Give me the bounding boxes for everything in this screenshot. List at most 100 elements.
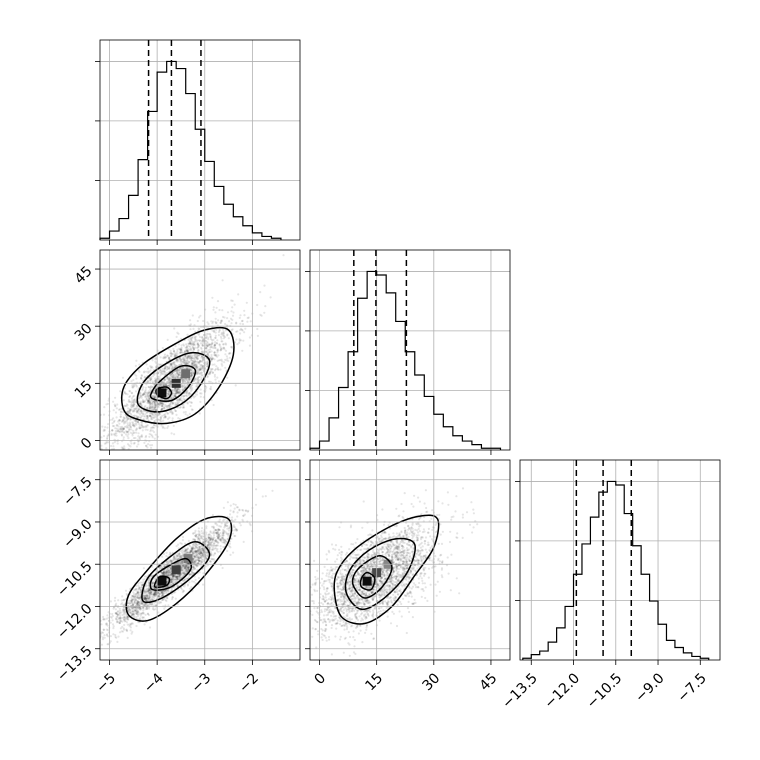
sample-point <box>140 396 143 399</box>
sample-point <box>244 327 247 330</box>
sample-point <box>174 401 177 405</box>
sample-point <box>168 403 171 406</box>
sample-point <box>208 343 211 346</box>
sample-point <box>197 361 200 364</box>
sample-point <box>218 534 221 537</box>
sample-point <box>187 350 190 353</box>
sample-point <box>146 417 149 420</box>
sample-point <box>199 551 202 554</box>
sample-point <box>208 547 211 550</box>
sample-point <box>148 400 151 403</box>
sample-point <box>138 607 141 610</box>
sample-point <box>137 421 140 424</box>
sample-point <box>200 346 203 349</box>
sample-point <box>195 363 198 366</box>
sample-point <box>169 373 172 376</box>
sample-point <box>204 537 208 540</box>
sample-point <box>217 319 220 322</box>
sample-point <box>100 444 103 447</box>
sample-point <box>190 357 194 360</box>
sample-point <box>149 401 152 404</box>
sample-point <box>137 369 140 372</box>
sample-point <box>100 456 102 458</box>
sample-point <box>185 348 188 351</box>
sample-point <box>187 356 191 359</box>
sample-point <box>128 625 131 628</box>
sample-point <box>208 538 211 541</box>
sample-point <box>128 411 131 414</box>
sample-point <box>146 367 150 370</box>
sample-point <box>153 437 156 440</box>
sample-point <box>170 432 173 435</box>
sample-point <box>134 407 137 410</box>
sample-point <box>143 623 146 626</box>
sample-point <box>181 399 184 402</box>
sample-point <box>226 376 229 379</box>
sample-point <box>136 607 139 610</box>
sample-point <box>198 369 201 372</box>
sample-point <box>128 408 131 411</box>
sample-point <box>190 338 193 341</box>
sample-point <box>111 422 114 425</box>
sample-point <box>174 374 178 377</box>
sample-point <box>213 363 216 366</box>
sample-point <box>114 430 117 433</box>
sample-point <box>91 424 93 426</box>
sample-point <box>243 331 246 334</box>
sample-point <box>174 365 177 368</box>
sample-point <box>176 376 179 379</box>
sample-point <box>125 420 128 423</box>
sample-point <box>200 371 203 374</box>
sample-point <box>152 590 155 593</box>
sample-point <box>211 513 214 517</box>
sample-point <box>163 370 166 373</box>
sample-point <box>164 416 167 419</box>
sample-point <box>183 378 186 381</box>
sample-point <box>116 618 119 621</box>
sample-point <box>177 370 180 373</box>
sample-point <box>135 405 138 408</box>
sample-point <box>192 372 195 375</box>
sample-point <box>198 339 201 342</box>
sample-point <box>199 368 203 371</box>
sample-point <box>195 369 198 372</box>
sample-point <box>171 402 174 405</box>
sample-point <box>145 398 148 401</box>
sample-point <box>160 383 163 386</box>
sample-point <box>92 426 94 428</box>
sample-point <box>126 412 130 415</box>
sample-point <box>207 536 211 539</box>
sample-point <box>153 400 156 403</box>
sample-point <box>166 405 169 408</box>
sample-point <box>93 617 95 619</box>
sample-point <box>173 350 176 353</box>
sample-point <box>142 393 145 396</box>
sample-point <box>193 555 196 558</box>
sample-point <box>239 322 242 325</box>
sample-point <box>196 356 199 359</box>
sample-point <box>193 364 196 367</box>
sample-point <box>215 321 218 324</box>
sample-point <box>145 363 148 366</box>
sample-point <box>210 358 213 361</box>
sample-point <box>154 405 157 408</box>
sample-point <box>193 364 196 367</box>
sample-point <box>196 360 199 363</box>
sample-point <box>190 374 193 377</box>
sample-point <box>106 633 109 636</box>
sample-point <box>210 346 213 349</box>
sample-point <box>163 405 166 408</box>
sample-point <box>175 376 178 379</box>
sample-point <box>158 567 161 570</box>
sample-point <box>148 411 151 414</box>
sample-point <box>138 402 141 405</box>
sample-point <box>122 411 125 414</box>
sample-point <box>134 429 137 432</box>
sample-point <box>136 596 139 599</box>
sample-point <box>148 435 151 438</box>
sample-point <box>169 411 172 414</box>
sample-point <box>172 557 175 560</box>
sample-point <box>169 402 172 405</box>
sample-point <box>153 402 157 406</box>
